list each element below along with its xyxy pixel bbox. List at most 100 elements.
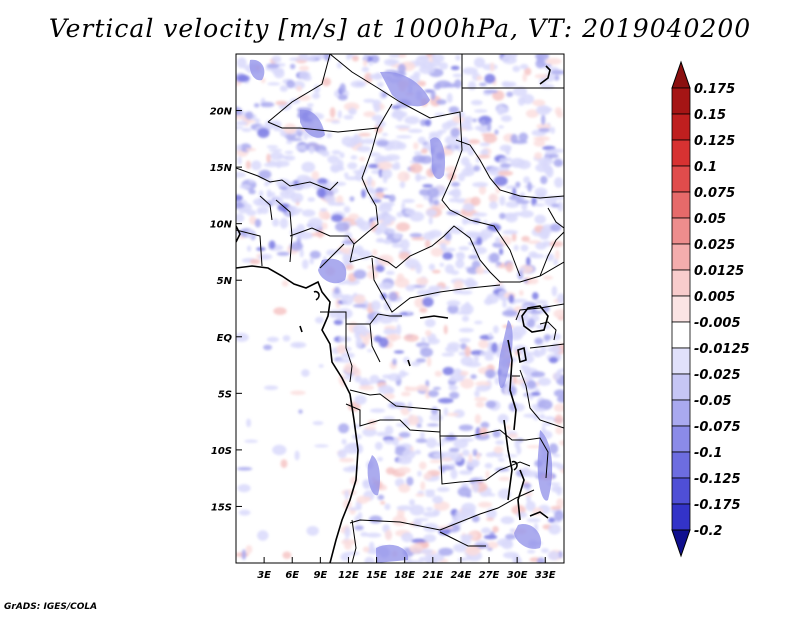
velocity-blob (433, 452, 446, 458)
velocity-blob (268, 240, 276, 250)
velocity-blob (506, 91, 514, 98)
velocity-blob (505, 425, 511, 430)
velocity-blob (551, 203, 560, 208)
colorbar-segment (671, 87, 691, 115)
velocity-blob (423, 511, 439, 518)
velocity-blob (496, 281, 503, 286)
map-title: Vertical velocity [m/s] at 1000hPa, VT: … (48, 14, 752, 43)
velocity-blob (242, 203, 252, 212)
velocity-blob (432, 269, 441, 274)
velocity-blob (472, 118, 477, 123)
velocity-blob (436, 99, 447, 105)
velocity-blob (464, 231, 480, 236)
velocity-blob (485, 400, 497, 409)
velocity-blob (452, 73, 463, 78)
velocity-blob (429, 459, 442, 464)
velocity-blob (401, 532, 414, 543)
velocity-blob (361, 332, 367, 337)
velocity-blob (462, 203, 475, 212)
velocity-blob (552, 453, 561, 458)
velocity-blob (396, 273, 405, 282)
velocity-blob (266, 145, 279, 149)
velocity-blob (236, 332, 249, 342)
velocity-blob (419, 188, 431, 196)
velocity-blob (525, 109, 539, 118)
velocity-blob (267, 82, 281, 86)
velocity-blob (358, 133, 371, 137)
velocity-blob (510, 133, 518, 144)
velocity-blob (465, 545, 481, 556)
velocity-blob (343, 206, 351, 213)
velocity-blob (456, 251, 466, 261)
velocity-blob (487, 121, 492, 132)
velocity-blob (362, 59, 368, 67)
velocity-blob (502, 56, 517, 65)
lon-tick-label: 24E (451, 570, 472, 581)
velocity-blob (377, 81, 384, 88)
velocity-blob (255, 202, 270, 207)
velocity-blob (354, 395, 367, 405)
lat-tick-label: 5S (218, 389, 232, 400)
velocity-blob (511, 232, 517, 242)
velocity-blob (241, 549, 247, 560)
velocity-blob (336, 344, 347, 355)
velocity-blob (499, 163, 512, 168)
velocity-blob (518, 267, 526, 271)
velocity-blob (499, 157, 508, 164)
velocity-blob (448, 106, 460, 114)
velocity-blob (356, 495, 369, 504)
velocity-blob (335, 222, 350, 232)
velocity-blob (245, 545, 253, 554)
lon-tick-label: 6E (285, 570, 299, 581)
velocity-blob (296, 85, 303, 92)
velocity-blob (499, 144, 512, 152)
velocity-blob (521, 235, 530, 242)
velocity-blob (483, 89, 498, 94)
velocity-blob (526, 256, 531, 266)
velocity-blob (349, 196, 355, 202)
velocity-blob (498, 125, 504, 129)
colorbar-segment (671, 269, 691, 297)
velocity-blob (500, 516, 515, 525)
velocity-blob (535, 323, 552, 330)
velocity-blob (359, 382, 367, 386)
velocity-blob (318, 364, 324, 368)
velocity-blob (422, 184, 434, 188)
longitude-axis: 3E 6E 9E 12E 15E 18E 21E 24E 27E 30E 33E (257, 557, 556, 581)
velocity-blob (384, 154, 401, 162)
lon-tick-label: 3E (257, 570, 271, 581)
velocity-blob (447, 172, 457, 181)
velocity-blob (281, 280, 289, 287)
velocity-blob (483, 534, 498, 540)
velocity-blob (324, 195, 336, 203)
velocity-blob (448, 384, 458, 391)
velocity-blob (441, 457, 453, 462)
velocity-blob (480, 421, 490, 429)
velocity-blob (289, 57, 302, 61)
velocity-blob (377, 155, 387, 163)
velocity-blob (442, 366, 455, 376)
velocity-blob (272, 444, 287, 456)
velocity-blob (414, 449, 422, 455)
velocity-blob (331, 181, 347, 186)
velocity-blob (353, 294, 366, 304)
velocity-blob (497, 170, 514, 176)
velocity-blob (245, 148, 257, 152)
velocity-blob (474, 390, 480, 398)
lat-tick-label: 10S (211, 446, 232, 457)
velocity-blob (534, 337, 544, 345)
velocity-blob (540, 175, 548, 185)
velocity-blob (475, 385, 491, 392)
velocity-blob (358, 385, 374, 391)
velocity-blob (290, 390, 306, 395)
velocity-blob (306, 103, 314, 108)
velocity-blob (457, 486, 472, 497)
velocity-blob (472, 448, 478, 456)
velocity-blob (523, 176, 530, 184)
velocity-blob (385, 270, 395, 275)
velocity-blob (236, 57, 247, 69)
velocity-blob (548, 153, 559, 159)
velocity-blob (444, 135, 460, 146)
velocity-blob (549, 148, 564, 153)
colorbar-label: 0.075 (694, 186, 735, 201)
